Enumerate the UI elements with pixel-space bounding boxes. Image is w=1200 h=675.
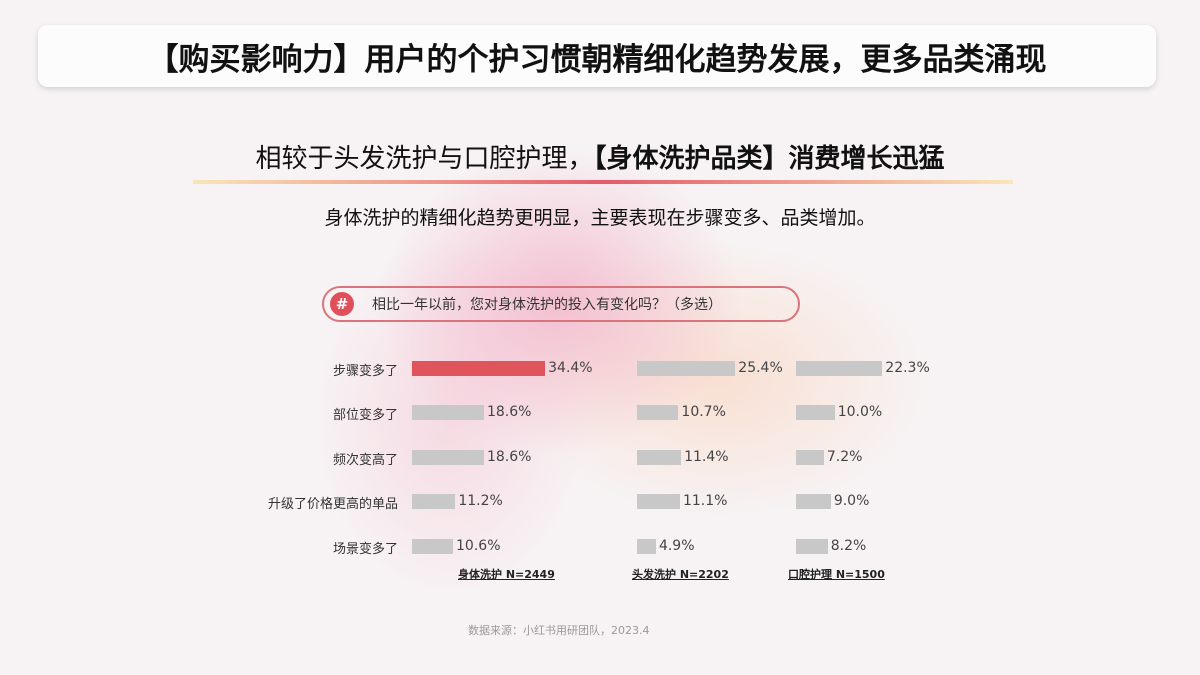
category-label: 升级了价格更高的单品: [267, 497, 398, 512]
category-label: 步骤变多了: [332, 364, 398, 379]
data-label: 10.7%: [681, 404, 726, 420]
page-title: 【购买影响力】用户的个护习惯朝精细化趋势发展，更多品类涌现: [38, 25, 1156, 87]
bar: [637, 539, 656, 554]
data-label: 18.6%: [486, 404, 532, 420]
bar: [412, 494, 456, 509]
subtitle-suffix: 消费增长迅猛: [788, 144, 945, 174]
bar: [412, 405, 484, 420]
data-label: 18.6%: [486, 449, 532, 465]
data-label: 10.0%: [837, 404, 883, 420]
question-text: 相比一年以前，您对身体洗护的投入有变化吗？（多选）: [372, 297, 722, 313]
data-label: 11.1%: [682, 493, 728, 509]
data-label: 7.2%: [826, 449, 863, 465]
series-label: 口腔护理 N=1500: [788, 568, 885, 581]
bar: [637, 494, 680, 509]
description: 身体洗护的精细化趋势更明显，主要表现在步骤变多、品类增加。: [324, 207, 876, 229]
bar: [412, 450, 484, 465]
data-label: 11.4%: [684, 449, 729, 465]
data-label: 11.2%: [458, 493, 503, 509]
bar: [637, 450, 682, 465]
bar: [796, 450, 824, 465]
data-label: 10.6%: [456, 538, 501, 554]
bar: [412, 361, 546, 376]
series-label: 身体洗护 N=2449: [458, 568, 555, 581]
question-pill: # 相比一年以前，您对身体洗护的投入有变化吗？（多选）: [322, 286, 800, 322]
data-label: 25.4%: [738, 360, 783, 376]
subtitle-highlight: 【身体洗护品类】: [593, 144, 789, 174]
category-label: 频次变高了: [332, 453, 398, 468]
category-label: 部位变多了: [332, 408, 398, 423]
bar: [412, 539, 454, 554]
bar: [637, 405, 679, 420]
hash-icon: #: [330, 292, 354, 316]
subtitle-prefix: 相较于头发洗护与口腔护理，: [255, 144, 594, 174]
source-note: 数据来源：小红书用研团队，2023.4: [468, 624, 650, 637]
bar: [637, 361, 736, 376]
bar: [796, 405, 835, 420]
bar: [796, 361, 883, 376]
bar: [796, 494, 831, 509]
data-label: 22.3%: [885, 360, 930, 376]
data-label: 34.4%: [548, 360, 593, 376]
bar: [796, 539, 828, 554]
data-label: 9.0%: [833, 493, 870, 509]
subtitle-underline: [193, 180, 1013, 184]
series-label: 头发洗护 N=2202: [632, 568, 729, 581]
data-label: 8.2%: [830, 538, 867, 554]
category-label: 场景变多了: [332, 542, 398, 557]
data-label: 4.9%: [658, 538, 695, 554]
subtitle: 相较于头发洗护与口腔护理，【身体洗护品类】消费增长迅猛: [0, 138, 1200, 175]
